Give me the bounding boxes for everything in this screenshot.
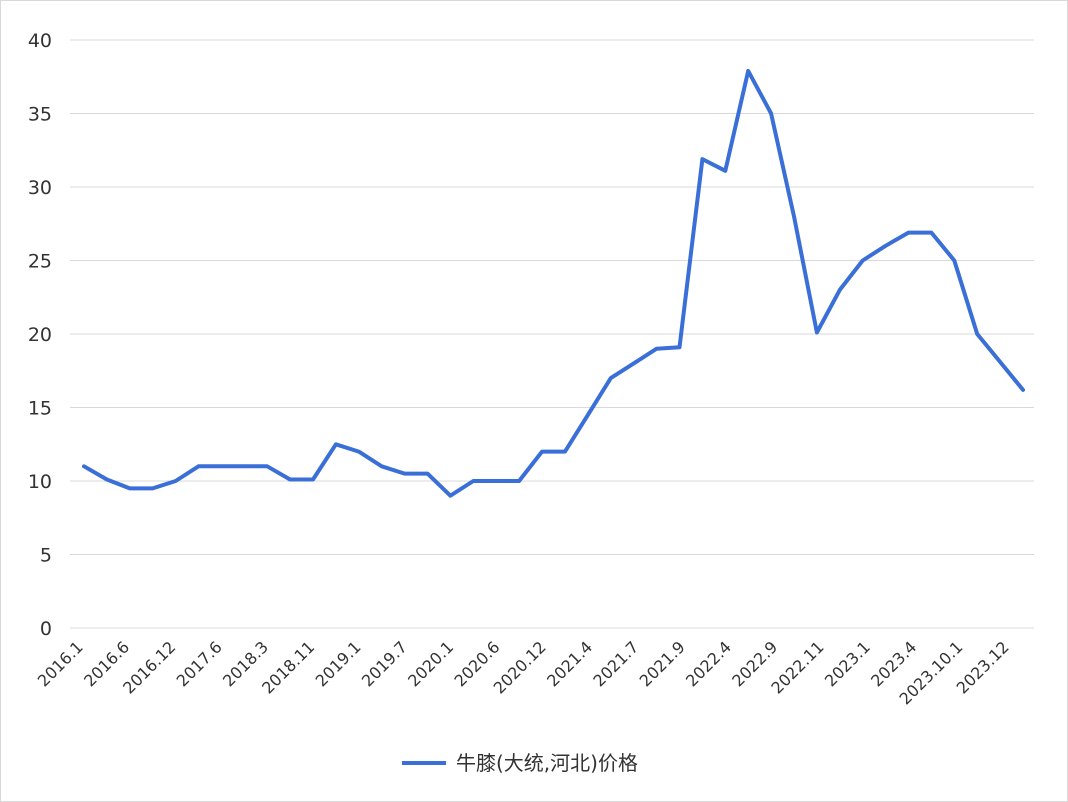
y-tick-label: 25 xyxy=(28,251,52,273)
x-tick-label: 2021.4 xyxy=(543,637,596,690)
y-tick-label: 30 xyxy=(28,177,52,199)
x-tick-label: 2022.4 xyxy=(682,637,735,690)
grid-lines xyxy=(70,39,1034,629)
y-tick-label: 20 xyxy=(28,324,52,346)
y-tick-label: 35 xyxy=(28,104,52,126)
x-tick-label: 2019.1 xyxy=(312,637,365,690)
x-tick-label: 2016.1 xyxy=(34,637,87,690)
x-tick-label: 2019.7 xyxy=(358,637,411,690)
x-tick-label: 2020.1 xyxy=(404,637,457,690)
y-tick-label: 40 xyxy=(28,30,52,52)
y-tick-label: 5 xyxy=(40,545,52,567)
legend-label: 牛膝(大统,河北)价格 xyxy=(456,751,638,775)
y-axis-ticks: 0 5 10 15 20 25 30 35 40 xyxy=(28,30,52,640)
x-tick-label: 2017.6 xyxy=(173,637,226,690)
x-axis-ticks: 2016.12016.62016.122017.62018.32018.1120… xyxy=(34,637,1013,708)
y-tick-label: 15 xyxy=(28,398,52,420)
y-tick-label: 10 xyxy=(28,471,52,493)
series-line xyxy=(82,68,1025,498)
x-tick-label: 2021.7 xyxy=(589,637,642,690)
y-tick-label: 0 xyxy=(40,618,52,640)
legend: 牛膝(大统,河北)价格 xyxy=(402,751,638,775)
x-tick-label: 2023.1 xyxy=(821,637,874,690)
x-tick-label: 2021.9 xyxy=(636,637,689,690)
